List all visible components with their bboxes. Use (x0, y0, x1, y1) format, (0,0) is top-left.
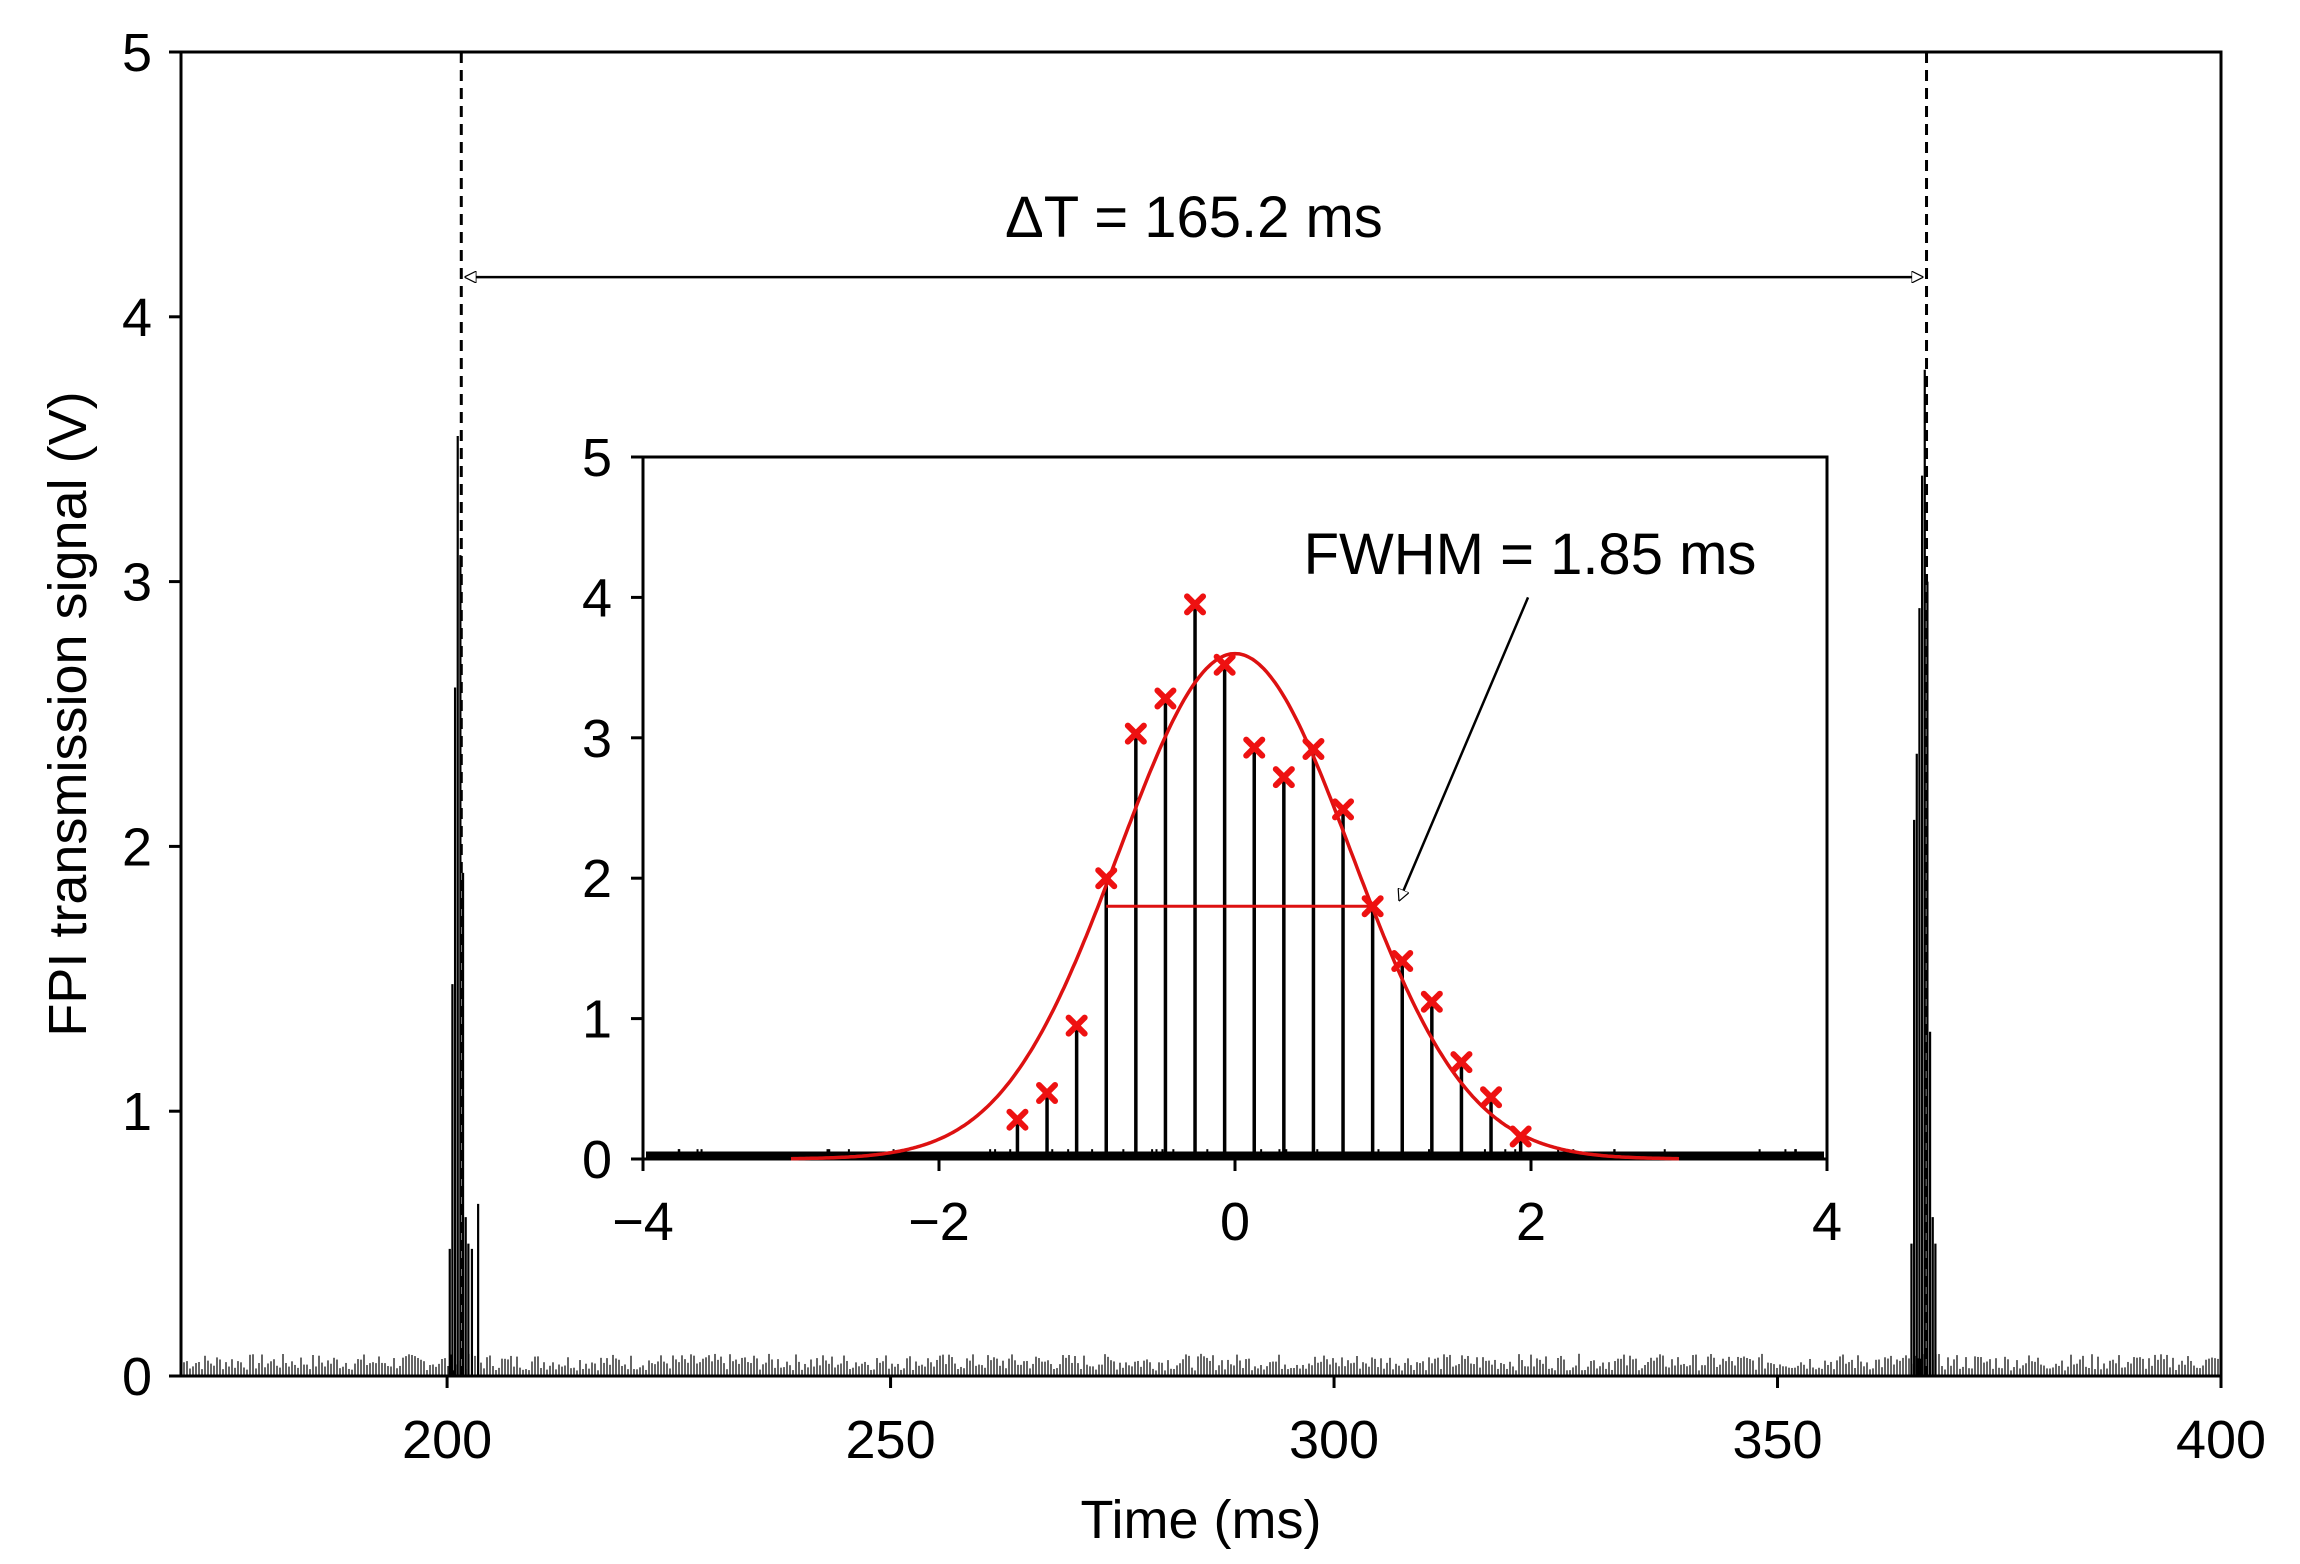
inset-x-tick-label: −2 (908, 1192, 970, 1252)
sample-point (1213, 653, 1236, 676)
inset-x-tick-label: −4 (612, 1192, 674, 1252)
sample-point (1302, 738, 1325, 761)
x-tick-label: 300 (1289, 1410, 1379, 1470)
sample-point (1243, 736, 1266, 759)
main-peak-markers (459, 52, 1929, 1376)
sample-point (1450, 1051, 1473, 1074)
main-y-ticks: 0 1 2 3 4 5 (122, 23, 181, 1407)
inset-y-tick-label: 2 (582, 849, 612, 909)
y-tick-label: 2 (122, 817, 152, 877)
sample-point (1095, 867, 1118, 890)
inset-y-tick-label: 4 (582, 568, 612, 628)
sample-point (1065, 1014, 1088, 1037)
main-x-ticks: 200 250 300 350 400 (402, 1376, 2266, 1470)
sample-point (1332, 798, 1355, 821)
x-tick-label: 400 (2176, 1410, 2266, 1470)
sample-point (1509, 1125, 1532, 1148)
sample-point (1036, 1082, 1059, 1105)
inset-x-tick-label: 4 (1812, 1192, 1842, 1252)
x-tick-label: 250 (846, 1410, 936, 1470)
sample-point (1480, 1086, 1503, 1109)
main-noise-baseline (183, 1353, 2219, 1376)
y-tick-label: 0 (122, 1347, 152, 1407)
sample-point (1006, 1108, 1029, 1131)
inset-plot: −4 −2 0 2 4 0 1 2 3 4 5 FWHM = 1.85 ms (582, 428, 1842, 1252)
inset-sample-points (1006, 593, 1532, 1148)
y-tick-label: 1 (122, 1082, 152, 1142)
sample-point (1124, 722, 1147, 745)
main-y-axis-title: FPI transmission signal (V) (38, 391, 98, 1036)
inset-y-tick-label: 3 (582, 709, 612, 769)
y-tick-label: 3 (122, 553, 152, 613)
gaussian-fit-curve (790, 651, 1680, 1161)
fwhm-arrow (1399, 596, 1530, 900)
sample-point (1420, 990, 1443, 1013)
inset-sample-stems (1015, 604, 1523, 1159)
inset-x-ticks: −4 −2 0 2 4 (612, 1159, 1842, 1252)
sample-point (1154, 687, 1177, 710)
sample-point (1272, 766, 1295, 789)
main-x-axis-title: Time (ms) (1081, 1490, 1322, 1550)
inset-x-tick-label: 0 (1220, 1192, 1250, 1252)
inset-y-tick-label: 0 (582, 1130, 612, 1190)
x-tick-label: 350 (1732, 1410, 1822, 1470)
inset-y-tick-label: 1 (582, 990, 612, 1050)
inset-y-ticks: 0 1 2 3 4 5 (582, 428, 643, 1190)
x-tick-label: 200 (402, 1410, 492, 1470)
fwhm-label: FWHM = 1.85 ms (1304, 522, 1757, 587)
inset-x-tick-label: 2 (1516, 1192, 1546, 1252)
sample-point (1361, 895, 1384, 918)
sample-point (1184, 593, 1207, 616)
inset-plot-frame (641, 455, 1829, 1161)
y-tick-label: 4 (122, 288, 152, 348)
sample-point (1391, 950, 1414, 973)
inset-y-tick-label: 5 (582, 428, 612, 488)
y-tick-label: 5 (122, 23, 152, 83)
delta-t-label: ΔT = 165.2 ms (1005, 185, 1383, 250)
